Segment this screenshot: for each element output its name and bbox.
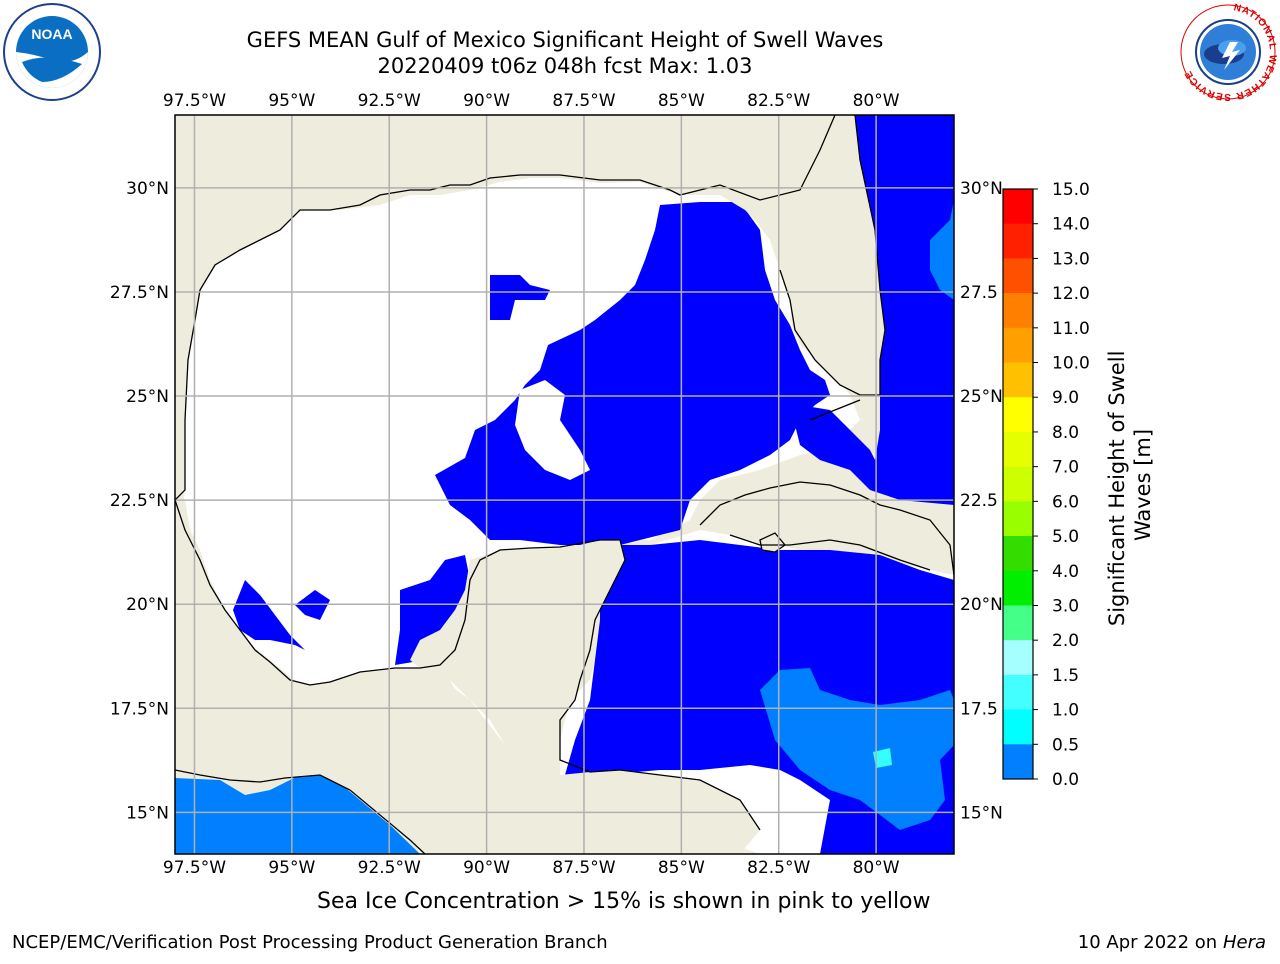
colorbar-tick-label: 7.0 bbox=[1052, 458, 1079, 478]
swell-region-cuba-north bbox=[795, 405, 880, 490]
footer-date: 10 Apr 2022 on bbox=[1077, 932, 1223, 953]
lat-tick-label-right: 30°N bbox=[960, 179, 1003, 199]
colorbar-tick-label: 4.0 bbox=[1052, 562, 1079, 582]
lat-tick-label-left: 25°N bbox=[126, 387, 169, 407]
colorbar-segment bbox=[1003, 536, 1033, 572]
colorbar-segment bbox=[1003, 640, 1033, 676]
colorbar-segment bbox=[1003, 431, 1033, 468]
lon-tick-label-top: 80°W bbox=[853, 91, 900, 111]
colorbar-tick-label: 1.0 bbox=[1052, 701, 1079, 721]
colorbar-tick-label: 11.0 bbox=[1052, 319, 1090, 339]
lat-tick-label-right: 15°N bbox=[960, 803, 1003, 823]
noaa-logo: NOAA bbox=[2, 2, 102, 102]
map-frame bbox=[174, 114, 955, 855]
lon-tick-label-top: 97.5°W bbox=[163, 91, 226, 111]
coastlines bbox=[175, 115, 954, 854]
colorbar-segment bbox=[1003, 501, 1033, 537]
colorbar-tick-label: 9.0 bbox=[1052, 388, 1079, 408]
lon-tick-label-bottom: 82.5°W bbox=[747, 858, 810, 878]
chart-title-line2: 20220409 t06z 048h fcst Max: 1.03 bbox=[377, 54, 753, 78]
lat-tick-label-right: 17.5 bbox=[960, 699, 998, 719]
swell-region-bay-patch2 bbox=[295, 590, 330, 620]
colorbar-tick-label: 1.5 bbox=[1052, 666, 1079, 686]
colorbar-segment bbox=[1003, 744, 1033, 780]
land-cuba bbox=[700, 482, 954, 575]
lat-tick-label-right: 27.5 bbox=[960, 283, 998, 303]
colorbar-segment bbox=[1003, 466, 1033, 502]
lon-tick-label-top: 95°W bbox=[268, 91, 315, 111]
colorbar-segment bbox=[1003, 605, 1033, 641]
land-yucatan bbox=[410, 540, 625, 765]
graticule bbox=[175, 115, 954, 854]
lat-tick-label-right: 20°N bbox=[960, 595, 1003, 615]
lon-tick-label-top: 82.5°W bbox=[747, 91, 810, 111]
colorbar-segment bbox=[1003, 223, 1033, 259]
colorbar-tick-label: 3.0 bbox=[1052, 596, 1079, 616]
lon-tick-label-top: 92.5°W bbox=[358, 91, 421, 111]
colorbar-tick-label: 15.0 bbox=[1052, 180, 1090, 200]
colorbar-tick-label: 8.0 bbox=[1052, 423, 1079, 443]
footer-left: NCEP/EMC/Verification Post Processing Pr… bbox=[12, 932, 608, 953]
lon-tick-label-bottom: 92.5°W bbox=[358, 858, 421, 878]
colorbar-segment bbox=[1003, 709, 1033, 745]
colorbar-segment bbox=[1003, 570, 1033, 606]
lat-tick-label-left: 17.5°N bbox=[110, 699, 169, 719]
lon-tick-label-bottom: 85°W bbox=[658, 858, 705, 878]
colorbar-segment bbox=[1003, 293, 1033, 329]
colorbar-segment bbox=[1003, 327, 1033, 364]
land-central-america bbox=[175, 500, 760, 854]
colorbar-tick-label: 14.0 bbox=[1052, 215, 1090, 235]
swell-mid-atlantic bbox=[930, 200, 954, 300]
colorbar-segment bbox=[1003, 674, 1033, 711]
swell-region-bay-campeche bbox=[233, 580, 305, 650]
colorbar: 15.0 14.0 13.0 12.0 11.0 10.0 9.0 8.0 7.0 6.0 5.0 4… bbox=[1002, 180, 1090, 790]
swell-region-east-gulf bbox=[435, 202, 830, 545]
sea-ice-caption: Sea Ice Concentration > 15% is shown in … bbox=[317, 889, 931, 914]
colorbar-segment bbox=[1003, 189, 1033, 225]
lat-tick-label-left: 15°N bbox=[126, 803, 169, 823]
swell-cyan-spot bbox=[873, 748, 892, 768]
nws-logo: NATIONAL WEATHER SERVICE bbox=[1178, 2, 1278, 102]
lat-tick-label-left: 22.5°N bbox=[110, 491, 169, 511]
swell-region-nw-patch bbox=[490, 275, 550, 320]
colorbar-label: Significant Height of Swell Waves [m] bbox=[1105, 344, 1155, 626]
colorbar-segment bbox=[1003, 397, 1033, 433]
colorbar-segment bbox=[1003, 258, 1033, 294]
colorbar-tick-label: 10.0 bbox=[1052, 354, 1090, 374]
lon-tick-label-bottom: 95°W bbox=[268, 858, 315, 878]
footer-machine: Hera bbox=[1222, 932, 1266, 953]
lon-tick-label-bottom: 90°W bbox=[463, 858, 510, 878]
lat-tick-label-left: 20°N bbox=[126, 595, 169, 615]
land-florida bbox=[680, 115, 885, 395]
noaa-logo-text: NOAA bbox=[31, 26, 72, 42]
lat-tick-label-right: 25°N bbox=[960, 387, 1003, 407]
lat-tick-label-left: 30°N bbox=[126, 179, 169, 199]
colorbar-segment bbox=[1003, 362, 1033, 398]
colorbar-tick-label: 6.0 bbox=[1052, 492, 1079, 512]
lon-tick-label-top: 85°W bbox=[658, 91, 705, 111]
colorbar-tick-label: 2.0 bbox=[1052, 631, 1079, 651]
lon-tick-label-top: 87.5°W bbox=[552, 91, 615, 111]
lon-tick-label-bottom: 87.5°W bbox=[552, 858, 615, 878]
chart-title-line1: GEFS MEAN Gulf of Mexico Significant Hei… bbox=[246, 28, 884, 52]
colorbar-tick-label: 0.0 bbox=[1052, 770, 1079, 790]
colorbar-tick-label: 13.0 bbox=[1052, 249, 1090, 269]
map-area bbox=[175, 115, 954, 854]
colorbar-frame bbox=[1002, 188, 1034, 780]
swell-mid-pacific bbox=[175, 775, 420, 854]
lat-tick-label-right: 22.5 bbox=[960, 491, 998, 511]
land-mexico-west bbox=[175, 115, 835, 500]
lon-tick-label-top: 90°W bbox=[463, 91, 510, 111]
lat-tick-label-left: 27.5°N bbox=[110, 283, 169, 303]
footer-right: 10 Apr 2022 on Hera bbox=[1078, 932, 1266, 953]
swell-region-central bbox=[515, 380, 590, 480]
lon-tick-label-bottom: 97.5°W bbox=[163, 858, 226, 878]
colorbar-tick-label: 12.0 bbox=[1052, 284, 1090, 304]
colorbar-tick-label: 5.0 bbox=[1052, 527, 1079, 547]
lon-tick-label-bottom: 80°W bbox=[853, 858, 900, 878]
colorbar-tick-label: 0.5 bbox=[1052, 735, 1079, 755]
